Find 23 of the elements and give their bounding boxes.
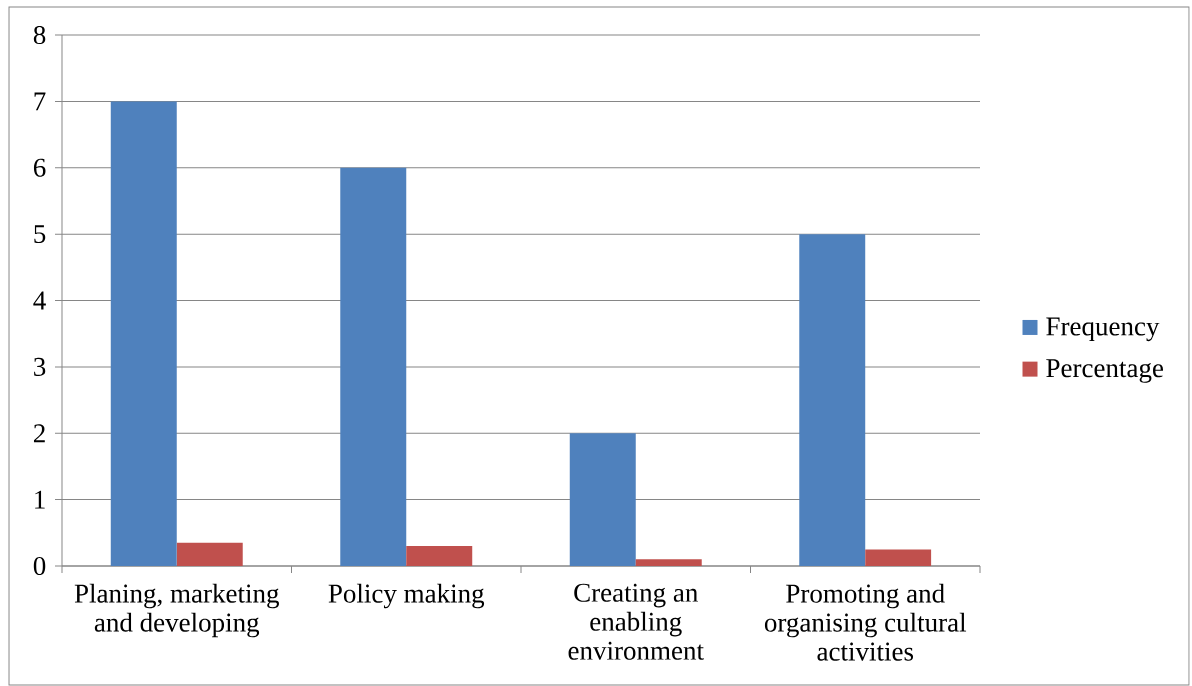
y-tick-label: 7 (34, 92, 46, 111)
bar (406, 546, 473, 566)
bar (176, 542, 243, 566)
y-tick-label: 6 (33, 158, 46, 177)
y-tick-label: 3 (34, 357, 46, 376)
x-tick-label: Promoting and organising cultural activities (764, 583, 967, 661)
bar (340, 167, 407, 566)
bar (569, 433, 636, 566)
legend-label: Frequency (1046, 317, 1160, 342)
y-tick-label: 1 (35, 490, 45, 509)
x-tick-label: Policy making (328, 583, 485, 609)
bar (799, 234, 866, 566)
y-tick-label: 0 (33, 556, 46, 576)
y-tick-label: 5 (34, 225, 46, 244)
bar (635, 559, 702, 566)
bar (865, 549, 932, 566)
bar (110, 101, 177, 566)
y-tick-label: 2 (33, 424, 45, 443)
x-tick-label: Creating an enabling environment (568, 583, 704, 660)
y-tick-label: 8 (33, 25, 46, 45)
x-tick-label: Planing, marketing and developing (74, 583, 279, 638)
legend-label: Percentage (1046, 359, 1163, 383)
y-tick-label: 4 (33, 291, 46, 310)
